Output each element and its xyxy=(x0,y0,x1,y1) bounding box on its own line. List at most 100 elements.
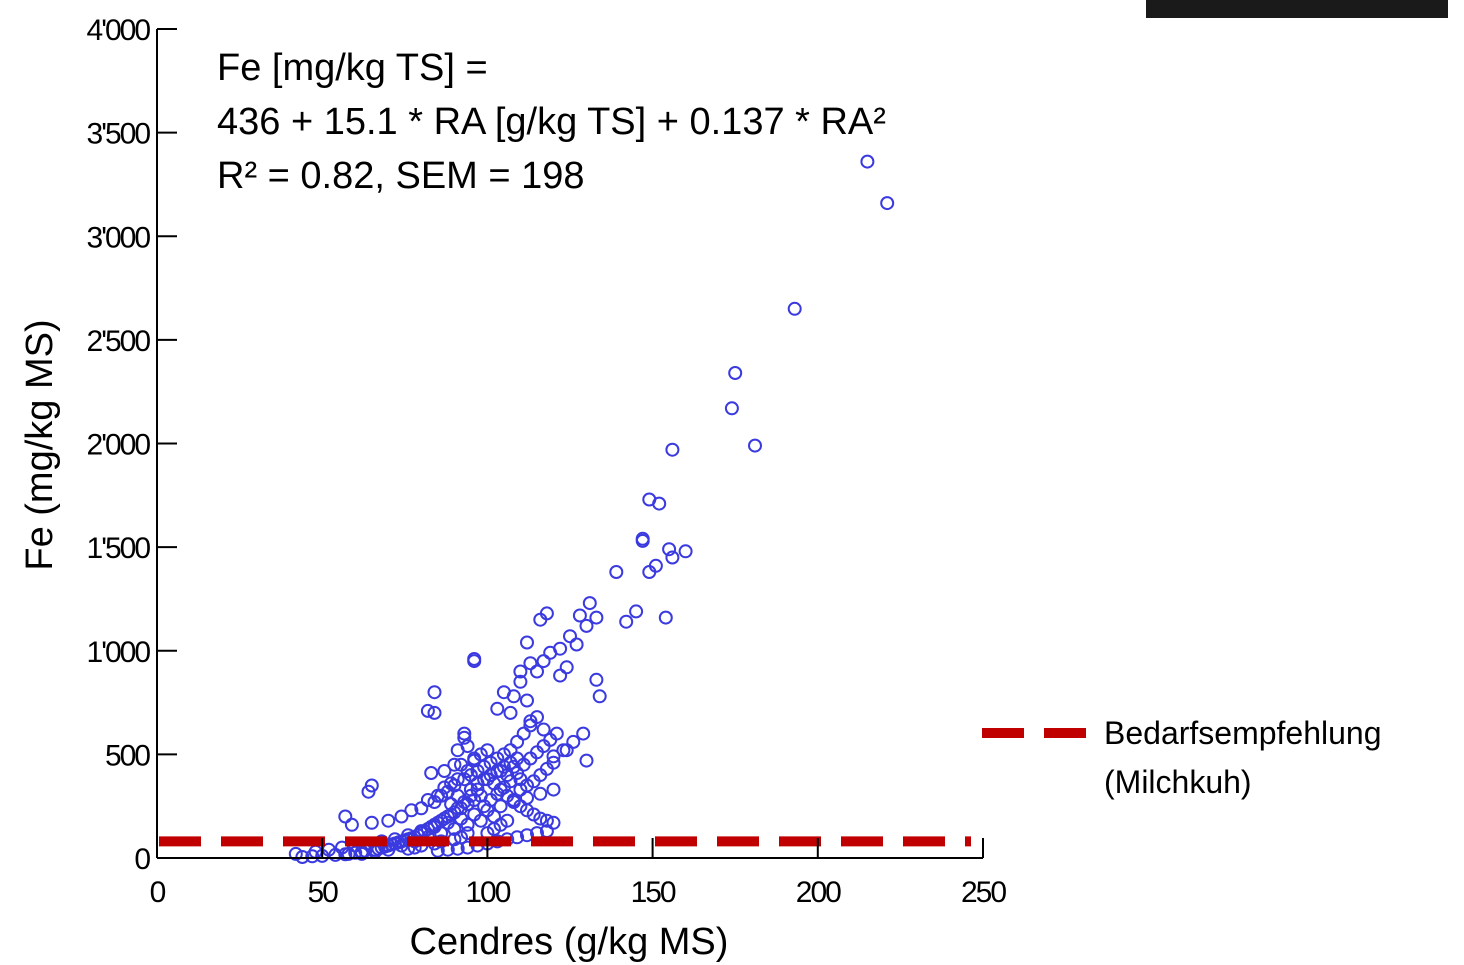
data-point xyxy=(460,817,475,832)
data-point xyxy=(642,565,657,579)
data-point xyxy=(536,654,551,669)
ticks-layer: 0 500 1'000 1'500 2'000 2'500 3'000 3'500 4'000 0… xyxy=(87,14,1009,909)
data-point xyxy=(335,840,349,855)
data-point xyxy=(619,614,634,629)
data-point xyxy=(539,813,554,828)
legend-label-line-2: (Milchkuh) xyxy=(1104,764,1252,800)
data-point xyxy=(510,830,525,845)
data-point xyxy=(354,846,369,861)
data-point xyxy=(467,654,482,669)
data-point xyxy=(569,637,584,652)
data-point xyxy=(457,726,472,741)
data-point xyxy=(553,668,568,683)
data-point xyxy=(500,813,515,828)
y-tick-label: 3'500 xyxy=(87,118,151,151)
data-point xyxy=(506,689,521,704)
data-point xyxy=(338,847,353,862)
data-point xyxy=(437,780,452,795)
y-tick-label: 0 xyxy=(134,843,150,876)
data-point xyxy=(391,835,406,850)
data-point xyxy=(652,496,667,511)
data-point xyxy=(533,811,548,826)
x-tick-label: 0 xyxy=(150,876,166,909)
data-point xyxy=(543,645,558,660)
y-tick-label: 1'500 xyxy=(87,532,151,565)
data-point xyxy=(658,610,673,625)
data-point xyxy=(582,596,597,611)
data-point xyxy=(361,784,376,799)
data-point xyxy=(787,301,802,316)
data-point xyxy=(546,749,561,764)
data-point xyxy=(288,846,303,861)
data-point xyxy=(437,764,452,778)
annotation-line-2: 436 + 15.1 * RA [g/kg TS] + 0.137 * RA² xyxy=(217,101,886,143)
data-point xyxy=(724,401,739,416)
data-point xyxy=(467,751,482,766)
data-point xyxy=(728,366,743,380)
data-point xyxy=(460,764,475,778)
data-point xyxy=(503,705,518,720)
annotation-line-3: R² = 0.82, SEM = 198 xyxy=(217,155,585,197)
data-point xyxy=(516,726,531,741)
x-tick-label: 250 xyxy=(961,876,1006,909)
data-point xyxy=(404,803,419,818)
data-point xyxy=(556,743,571,758)
data-point xyxy=(338,809,353,824)
data-point xyxy=(457,730,472,745)
data-point xyxy=(513,674,528,689)
data-point xyxy=(364,815,379,830)
data-point xyxy=(427,685,442,700)
y-tick-label: 2'000 xyxy=(87,429,151,462)
data-point xyxy=(520,790,534,805)
data-point xyxy=(880,196,895,211)
dark-corner-block xyxy=(1146,0,1448,18)
y-tick-label: 3'000 xyxy=(87,221,151,254)
annotation-line-1: Fe [mg/kg TS] = xyxy=(217,47,488,89)
data-point xyxy=(513,664,528,679)
x-tick-label: 200 xyxy=(796,876,841,909)
data-point xyxy=(454,830,468,845)
data-point xyxy=(427,795,442,809)
data-point xyxy=(860,154,875,169)
axes-layer xyxy=(156,29,983,859)
x-tick-label: 50 xyxy=(308,876,339,909)
points-layer xyxy=(288,154,895,864)
y-tick-label: 2'500 xyxy=(87,325,151,358)
data-point xyxy=(665,550,680,565)
data-point xyxy=(579,753,594,768)
y-tick-label: 1'000 xyxy=(87,636,151,669)
data-point xyxy=(609,565,624,579)
data-point xyxy=(520,635,534,650)
data-point xyxy=(533,786,548,801)
y-tick-label: 4'000 xyxy=(87,14,151,47)
data-point xyxy=(546,782,561,797)
data-point xyxy=(477,772,492,787)
data-point xyxy=(592,689,607,704)
data-point xyxy=(530,710,544,725)
data-point xyxy=(566,734,581,749)
data-point xyxy=(589,610,604,625)
data-point xyxy=(530,664,544,679)
data-point xyxy=(523,656,538,671)
y-axis-title: Fe (mg/kg MS) xyxy=(19,319,61,570)
data-point xyxy=(520,828,534,843)
data-point xyxy=(493,799,508,814)
x-axis-title: Cendres (g/kg MS) xyxy=(410,921,729,963)
data-point xyxy=(447,757,462,772)
data-point xyxy=(424,766,439,780)
x-tick-label: 100 xyxy=(465,876,510,909)
data-point xyxy=(460,840,475,855)
y-tick-label: 500 xyxy=(105,739,150,772)
legend-label-line-1: Bedarfsempfehlung xyxy=(1104,715,1382,751)
data-point xyxy=(536,722,551,737)
data-point xyxy=(572,608,587,623)
data-point xyxy=(450,743,465,758)
data-point xyxy=(579,618,594,633)
data-point xyxy=(420,703,435,718)
data-point xyxy=(344,817,359,832)
data-point xyxy=(394,809,409,824)
data-point xyxy=(546,755,561,770)
data-point xyxy=(662,542,677,557)
data-point xyxy=(490,701,505,716)
